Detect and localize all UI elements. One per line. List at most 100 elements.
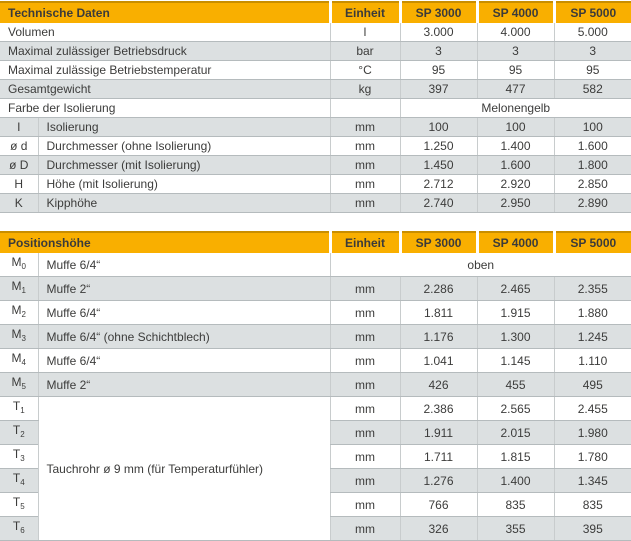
symbol-subscript: 5 <box>20 502 25 511</box>
row-value-sp4000: 1.145 <box>476 348 555 373</box>
row-symbol: T5 <box>0 492 38 517</box>
row-value-sp5000: 2.455 <box>553 396 631 421</box>
table-row-t3: T3 mm 1.711 1.815 1.780 <box>0 444 631 469</box>
row-unit: mm <box>329 420 401 445</box>
row-value-sp4000: 2.565 <box>476 396 555 421</box>
row-symbol: ø d <box>0 136 38 156</box>
row-value-sp4000: 1.300 <box>476 324 555 349</box>
row-label: Muffe 6/4“ (ohne Schichtblech) <box>37 324 331 349</box>
row-value-sp5000: 95 <box>553 60 631 80</box>
row-value-sp5000: 495 <box>553 372 631 397</box>
table-row-t4: T4 mm 1.276 1.400 1.345 <box>0 468 631 493</box>
row-value-sp3000: 397 <box>399 79 477 99</box>
symbol-base: T <box>12 495 21 509</box>
row-value-sp3000: 100 <box>399 117 477 137</box>
table-row-durchmesser-mit: ø D Durchmesser (mit Isolierung) mm 1.45… <box>0 155 631 175</box>
row-symbol: T3 <box>0 444 38 469</box>
table2-title: Positionshöhe <box>0 231 331 253</box>
table-row-durchmesser-ohne: ø d Durchmesser (ohne Isolierung) mm 1.2… <box>0 136 631 156</box>
table1-col-header-sp5000: SP 5000 <box>552 1 631 23</box>
row-symbol: T6 <box>0 516 38 541</box>
symbol-subscript: 6 <box>20 526 25 535</box>
row-unit: mm <box>329 300 401 325</box>
row-value-sp4000: 4.000 <box>476 23 554 42</box>
symbol-subscript: 0 <box>21 262 26 271</box>
symbol-subscript: 2 <box>20 430 25 439</box>
table1-col-header-einheit: Einheit <box>328 1 400 23</box>
symbol-subscript: 4 <box>21 358 26 367</box>
table2-header-row: Positionshöhe Einheit SP 3000 SP 4000 SP… <box>0 231 631 253</box>
row-label: Höhe (mit Isolierung) <box>37 174 330 194</box>
row-label: Muffe 6/4“ <box>37 348 331 373</box>
row-value-sp3000: 1.250 <box>399 136 477 156</box>
row-unit: mm <box>329 372 401 397</box>
row-value-sp3000: 3 <box>399 41 477 61</box>
row-value-sp5000: 2.355 <box>553 276 631 301</box>
row-label: Muffe 6/4“ <box>37 253 331 277</box>
table2-col-header-sp4000: SP 4000 <box>475 231 555 253</box>
row-value-sp4000: 3 <box>476 41 554 61</box>
row-value-sp4000: 1.600 <box>476 155 554 175</box>
table-row-betriebstemperatur: Maximal zulässige Betriebstemperatur °C … <box>0 60 631 80</box>
row-value-sp3000: 3.000 <box>399 23 477 42</box>
row-unit: mm <box>329 348 401 373</box>
row-label: Muffe 2“ <box>37 276 331 301</box>
table1-title: Technische Daten <box>0 1 330 23</box>
symbol-subscript: 1 <box>20 406 25 415</box>
row-value-sp3000: 2.386 <box>399 396 478 421</box>
row-value-sp5000: 835 <box>553 492 631 517</box>
row-unit: mm <box>329 117 400 137</box>
table-row-m3: M3 Muffe 6/4“ (ohne Schichtblech) mm 1.1… <box>0 324 631 349</box>
symbol-base: M <box>11 279 22 293</box>
row-symbol: M5 <box>0 372 38 397</box>
positionshoehe-table: Positionshöhe Einheit SP 3000 SP 4000 SP… <box>0 231 631 541</box>
row-symbol: ø D <box>0 155 38 175</box>
symbol-subscript: 3 <box>21 334 26 343</box>
table1-col-header-sp4000: SP 4000 <box>475 1 554 23</box>
row-value-sp4000: 1.400 <box>476 468 555 493</box>
row-unit: mm <box>329 444 401 469</box>
row-value-sp5000: 1.880 <box>553 300 631 325</box>
symbol-base: M <box>11 303 22 317</box>
row-unit: °C <box>329 60 400 80</box>
table2-col-header-einheit: Einheit <box>328 231 401 253</box>
row-symbol: K <box>0 193 38 213</box>
row-value-sp4000: 1.400 <box>476 136 554 156</box>
symbol-subscript: 4 <box>20 478 25 487</box>
row-label: Isolierung <box>37 117 330 137</box>
row-value-sp4000: 1.915 <box>476 300 555 325</box>
table-row-gesamtgewicht: Gesamtgewicht kg 397 477 582 <box>0 79 631 99</box>
table-row-kipphoehe: K Kipphöhe mm 2.740 2.950 2.890 <box>0 193 631 213</box>
row-symbol: M4 <box>0 348 38 373</box>
row-label: Kipphöhe <box>37 193 330 213</box>
row-value-sp4000: 2.015 <box>476 420 555 445</box>
row-value-sp3000: 1.911 <box>399 420 478 445</box>
row-unit: mm <box>329 492 401 517</box>
table-row-t1: T 1 Tauchrohr ø 9 mm (für Temperaturfühle… <box>0 396 631 541</box>
symbol-subscript: 3 <box>20 454 25 463</box>
row-value-sp4000: 2.465 <box>476 276 555 301</box>
row-value-sp5000: 395 <box>553 516 631 541</box>
row-value-sp5000: 5.000 <box>553 23 631 42</box>
row-symbol: T2 <box>0 420 38 445</box>
row-value-sp3000: 2.286 <box>399 276 478 301</box>
symbol-base: M <box>11 255 22 269</box>
symbol-base: T <box>12 471 21 485</box>
row-value-sp4000: 95 <box>476 60 554 80</box>
row-value-sp4000: 2.950 <box>476 193 554 213</box>
tauchrohr-group-label: Tauchrohr ø 9 mm (für Temperaturfühler) <box>37 396 331 541</box>
row-unit: mm <box>329 396 401 421</box>
row-value-sp3000: 2.740 <box>399 193 477 213</box>
row-value-sp4000: 355 <box>476 516 555 541</box>
row-unit: mm <box>329 468 401 493</box>
table2-col-header-sp5000: SP 5000 <box>552 231 631 253</box>
table-row-hoehe: H Höhe (mit Isolierung) mm 2.712 2.920 2… <box>0 174 631 194</box>
row-unit: mm <box>329 276 401 301</box>
row-label: Durchmesser (mit Isolierung) <box>37 155 330 175</box>
symbol-base: T <box>12 519 21 533</box>
table-row-farbe-isolierung: Farbe der Isolierung Melonengelb <box>0 98 631 118</box>
row-value-sp3000: 766 <box>399 492 478 517</box>
symbol-base: M <box>11 327 22 341</box>
row-merged-value: Melonengelb <box>399 98 631 118</box>
